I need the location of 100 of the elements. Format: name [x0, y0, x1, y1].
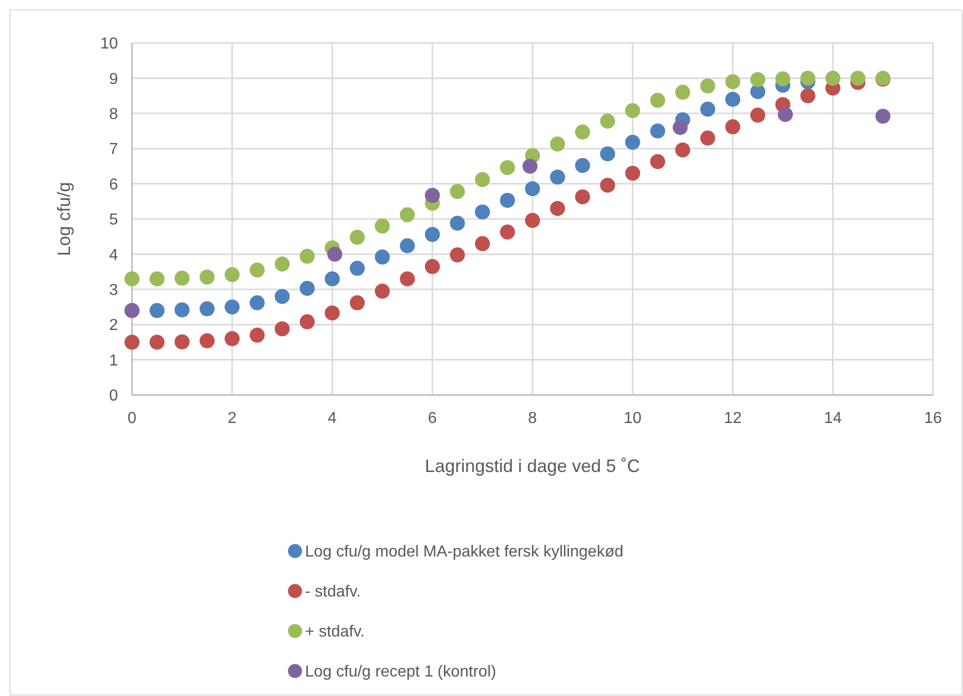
point	[424, 188, 440, 203]
y-tick-label: 4	[109, 246, 118, 264]
point	[778, 106, 793, 122]
point	[150, 334, 165, 350]
point	[700, 102, 716, 117]
point	[224, 331, 240, 346]
point	[500, 192, 515, 208]
x-tick-label: 6	[428, 410, 437, 427]
x-tick-label: 2	[228, 410, 237, 427]
x-tick-label: 16	[924, 410, 942, 427]
point	[400, 207, 415, 222]
point	[725, 92, 740, 107]
x-tick-label: 14	[824, 410, 842, 427]
point	[174, 270, 190, 286]
point	[600, 146, 616, 162]
point	[550, 170, 566, 185]
point	[450, 216, 465, 231]
y-tick-label: 2	[109, 317, 118, 334]
point	[150, 303, 165, 318]
point	[400, 271, 415, 286]
point	[500, 224, 515, 240]
y-tick-label: 6	[109, 176, 118, 194]
point	[200, 270, 215, 285]
point	[725, 119, 740, 134]
point	[124, 271, 140, 286]
point	[450, 184, 465, 200]
point	[650, 154, 666, 170]
point	[575, 124, 590, 140]
legend-label: Log cfu/g recept 1 (kontrol)	[305, 664, 496, 681]
x-axis-title: Lagringstid i dage ved 5 ˚C	[424, 456, 640, 476]
point	[474, 204, 490, 220]
point	[800, 70, 816, 86]
legend-label: + stdafv.	[305, 624, 365, 641]
point	[600, 178, 616, 193]
y-tick-label: 10	[100, 36, 118, 53]
x-tick-label: 8	[528, 410, 538, 427]
y-tick-label: 8	[109, 106, 118, 123]
point	[300, 280, 315, 296]
point	[750, 72, 766, 88]
point	[250, 295, 265, 310]
y-tick-label: 9	[109, 70, 118, 88]
point	[174, 334, 190, 350]
point	[474, 236, 490, 252]
point	[424, 259, 440, 274]
point	[250, 262, 265, 278]
point	[274, 321, 290, 336]
point	[374, 218, 390, 234]
point	[650, 92, 666, 108]
legend-label: Log cfu/g model MA-pakket fersk kyllingekød	[305, 544, 624, 561]
point	[522, 158, 538, 174]
point	[775, 71, 790, 86]
point	[350, 260, 365, 276]
point	[474, 172, 490, 188]
point	[600, 114, 616, 129]
point	[700, 78, 716, 94]
legend-label: - stdafv.	[305, 584, 361, 601]
x-tick-label: 10	[624, 410, 642, 427]
point	[675, 84, 690, 100]
point	[625, 103, 640, 118]
point	[274, 256, 290, 272]
point	[525, 212, 540, 228]
point	[825, 70, 840, 86]
point	[174, 302, 190, 318]
point	[150, 271, 165, 286]
point	[200, 333, 215, 348]
y-axis-title: Log cfu/g	[54, 182, 74, 256]
point	[700, 130, 716, 146]
point	[250, 328, 265, 343]
point	[575, 158, 590, 173]
point	[550, 200, 566, 216]
y-tick-label: 7	[109, 141, 118, 158]
x-tick-label: 4	[328, 410, 337, 427]
y-tick-label: 1	[109, 352, 118, 370]
point	[525, 181, 540, 196]
point	[675, 142, 690, 158]
point	[850, 70, 866, 86]
point	[324, 271, 340, 286]
point	[725, 74, 740, 90]
point	[274, 288, 290, 304]
point	[350, 295, 365, 310]
point	[224, 300, 240, 314]
point	[450, 247, 465, 262]
point	[424, 226, 440, 242]
point	[300, 248, 315, 264]
point	[300, 314, 315, 330]
point	[327, 246, 342, 262]
x-tick-label: 0	[128, 410, 137, 427]
point	[672, 120, 688, 135]
point	[324, 305, 340, 320]
point	[374, 284, 390, 299]
point	[750, 108, 766, 123]
point	[500, 160, 515, 176]
point	[550, 136, 566, 152]
point	[400, 238, 415, 254]
point	[350, 230, 365, 245]
point	[625, 134, 640, 150]
y-tick-label: 0	[109, 388, 118, 405]
point	[124, 334, 140, 350]
point	[575, 189, 590, 204]
y-tick-label: 5	[109, 212, 118, 229]
